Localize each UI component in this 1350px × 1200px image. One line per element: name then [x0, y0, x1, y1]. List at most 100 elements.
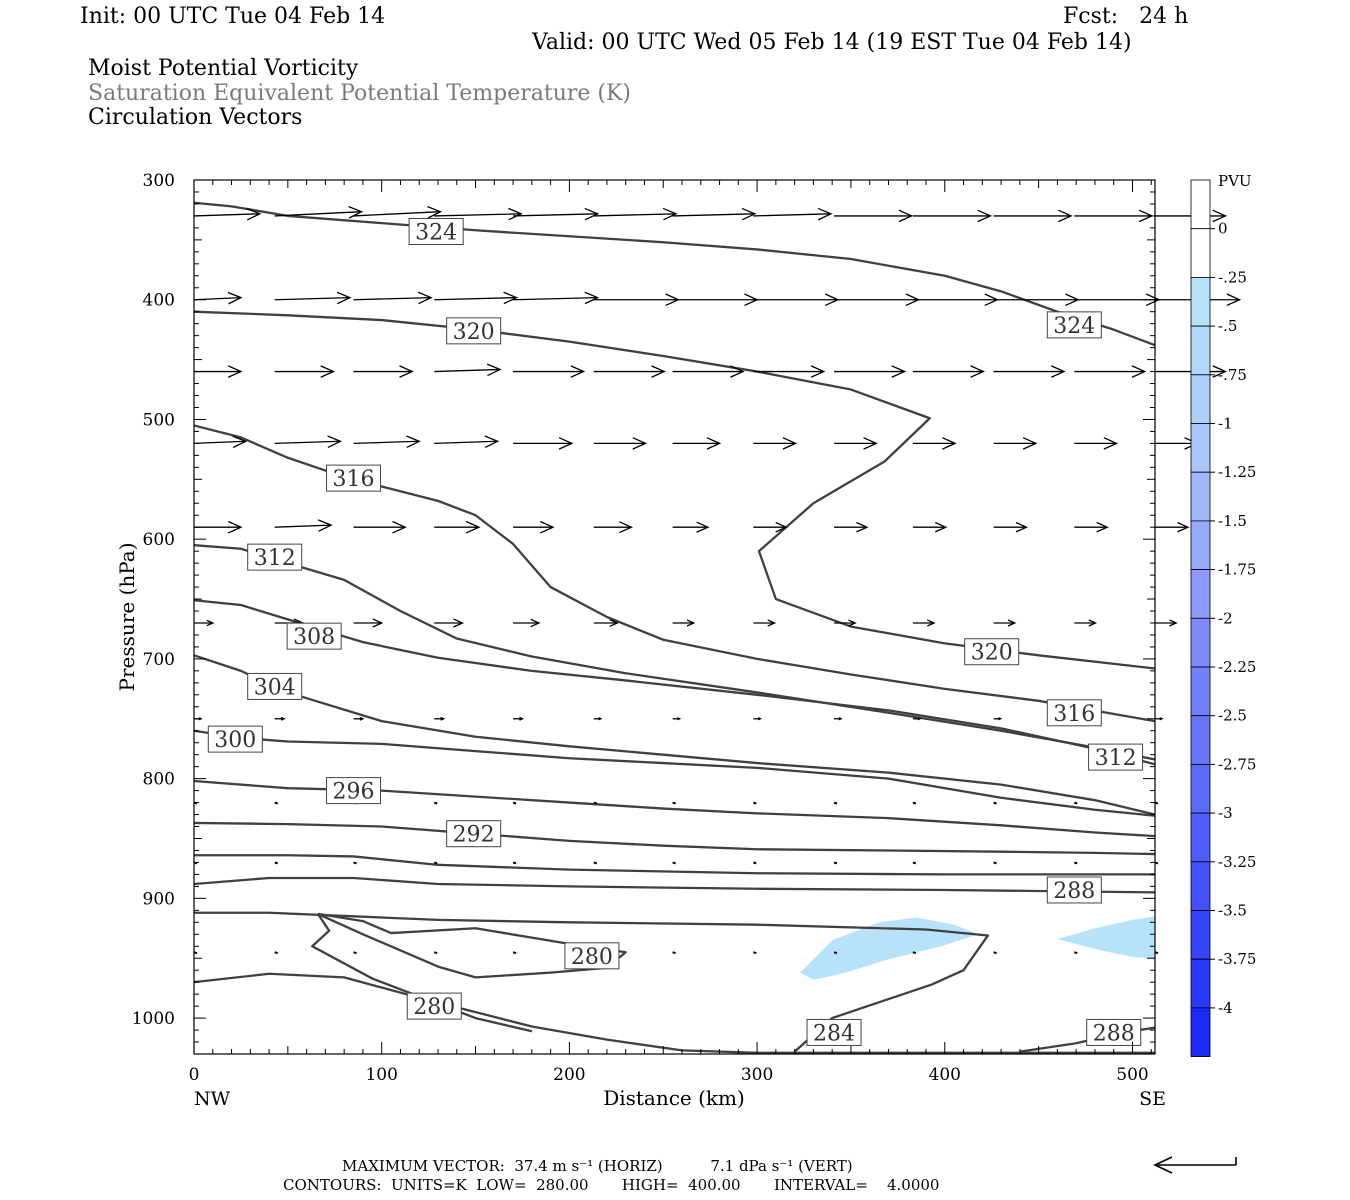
- svg-text:300: 300: [214, 728, 256, 753]
- vector-0-4: [513, 207, 600, 221]
- x-left-end-label: NW: [194, 1088, 231, 1110]
- forecast-hour: Fcst: 24 h: [1063, 4, 1189, 29]
- vector-3-8: [834, 437, 878, 450]
- vector-3-1: [274, 435, 343, 448]
- vector-2-0: [194, 365, 243, 378]
- vector-4-7: [753, 521, 788, 533]
- vector-3-3: [434, 435, 500, 448]
- vector-3-11: [1074, 437, 1119, 450]
- colorbar-label: -1: [1218, 415, 1233, 433]
- vector-7-11: [1073, 801, 1078, 805]
- vector-3-2: [353, 435, 421, 448]
- contour-label-layer: 3243243203203163163123123083043002962922…: [207, 217, 1144, 1046]
- contour-label-5-0: 304: [247, 672, 303, 700]
- vector-7-1: [274, 801, 279, 805]
- contour-label-14-0: 284: [806, 1018, 862, 1046]
- field-title-mpv: Moist Potential Vorticity: [88, 56, 359, 81]
- vector-7-9: [912, 801, 917, 805]
- vector-2-6: [672, 365, 745, 378]
- svg-text:304: 304: [254, 675, 296, 700]
- vector-6-7: [753, 717, 762, 721]
- vector-2-10: [993, 365, 1066, 378]
- vector-1-5: [593, 293, 680, 307]
- contour-label-7-0: 296: [326, 777, 382, 805]
- reference-vector-icon: [1153, 1156, 1237, 1174]
- vector-5-4: [513, 618, 541, 628]
- contour-line-11: [194, 911, 990, 1053]
- vector-7-6: [672, 801, 676, 805]
- vector-7-10: [993, 801, 997, 805]
- contour-label-1-0: 320: [446, 317, 502, 345]
- colorbar-label: -.75: [1218, 366, 1247, 384]
- svg-text:280: 280: [413, 995, 455, 1020]
- vector-5-11: [1074, 619, 1098, 627]
- vector-6-12: [1155, 717, 1164, 721]
- vector-2-1: [274, 365, 336, 378]
- colorbar-swatch-9: [1190, 617, 1211, 668]
- colorbar-label: -.5: [1218, 317, 1237, 335]
- vector-3-0: [193, 435, 248, 449]
- contour-label-3-1: 312: [1088, 743, 1144, 771]
- vector-0-3: [434, 207, 523, 221]
- y-tick-label: 300: [143, 171, 175, 191]
- colorbar-label: 0: [1218, 220, 1228, 238]
- x-right-end-label: SE: [1139, 1088, 1166, 1110]
- contour-label-10-0: 288: [1046, 876, 1102, 904]
- vector-6-4: [513, 716, 525, 721]
- contour-label-15-0: 288: [1086, 1018, 1142, 1046]
- vector-7-3: [433, 801, 438, 805]
- y-tick-label: 800: [143, 770, 175, 790]
- vector-4-8: [834, 521, 869, 533]
- vector-6-2: [353, 716, 365, 721]
- vector-6-6: [672, 717, 682, 721]
- y-tick-label: 900: [143, 889, 175, 909]
- vector-2-4: [513, 365, 586, 378]
- colorbar-label: -1.5: [1218, 512, 1247, 530]
- vector-8-6: [672, 861, 676, 865]
- contour-line-10: [194, 876, 1155, 894]
- y-tick-label: 1000: [132, 1009, 175, 1029]
- vector-3-9: [912, 437, 957, 450]
- contour-line-6: [194, 729, 1155, 817]
- vector-9-7: [753, 951, 757, 955]
- vector-8-8: [833, 861, 838, 865]
- max-vector-info: MAXIMUM VECTOR: 37.4 m s⁻¹ (HORIZ) 7.1 d…: [342, 1157, 853, 1175]
- colorbar-label: -4: [1218, 999, 1233, 1017]
- colorbar-swatch-10: [1190, 666, 1211, 717]
- vector-8-9: [912, 861, 917, 865]
- vector-5-9: [912, 619, 936, 627]
- field-title-theta-es: Saturation Equivalent Potential Temperat…: [88, 81, 631, 106]
- contour-label-0-1: 324: [1046, 311, 1102, 339]
- colorbar-swatch-16: [1190, 958, 1211, 1009]
- vector-8-3: [433, 861, 438, 865]
- colorbar-swatch-14: [1190, 861, 1211, 911]
- colorbar-title: PVU: [1218, 172, 1252, 190]
- vector-0-6: [672, 207, 757, 221]
- colorbar-swatch-7: [1190, 520, 1211, 571]
- svg-text:312: 312: [254, 546, 296, 571]
- svg-text:280: 280: [571, 945, 613, 970]
- plot-frame: [193, 179, 1156, 1055]
- x-tick-label: 0: [189, 1065, 200, 1085]
- vector-5-7: [753, 619, 777, 627]
- vector-5-6: [672, 619, 696, 627]
- contour-line-9: [194, 854, 1155, 876]
- colorbar-swatch-3: [1190, 325, 1211, 376]
- vector-6-9: [912, 717, 922, 721]
- vector-7-7: [753, 801, 757, 805]
- vector-5-2: [353, 618, 384, 628]
- contour-label-0-0: 324: [408, 217, 464, 245]
- contour-label-3-0: 312: [247, 543, 303, 571]
- vector-8-7: [753, 861, 757, 865]
- colorbar-swatch-12: [1190, 764, 1211, 814]
- vector-0-2: [353, 206, 443, 219]
- vector-3-5: [593, 437, 648, 450]
- vector-8-5: [593, 861, 598, 865]
- vector-6-1: [274, 716, 286, 721]
- vector-3-4: [513, 437, 574, 450]
- contour-label-2-0: 316: [326, 464, 382, 492]
- vector-3-10: [993, 437, 1038, 450]
- contour-label-2-1: 316: [1046, 699, 1102, 727]
- contour-line-14: [194, 972, 1155, 1054]
- contour-line-8: [194, 821, 1155, 856]
